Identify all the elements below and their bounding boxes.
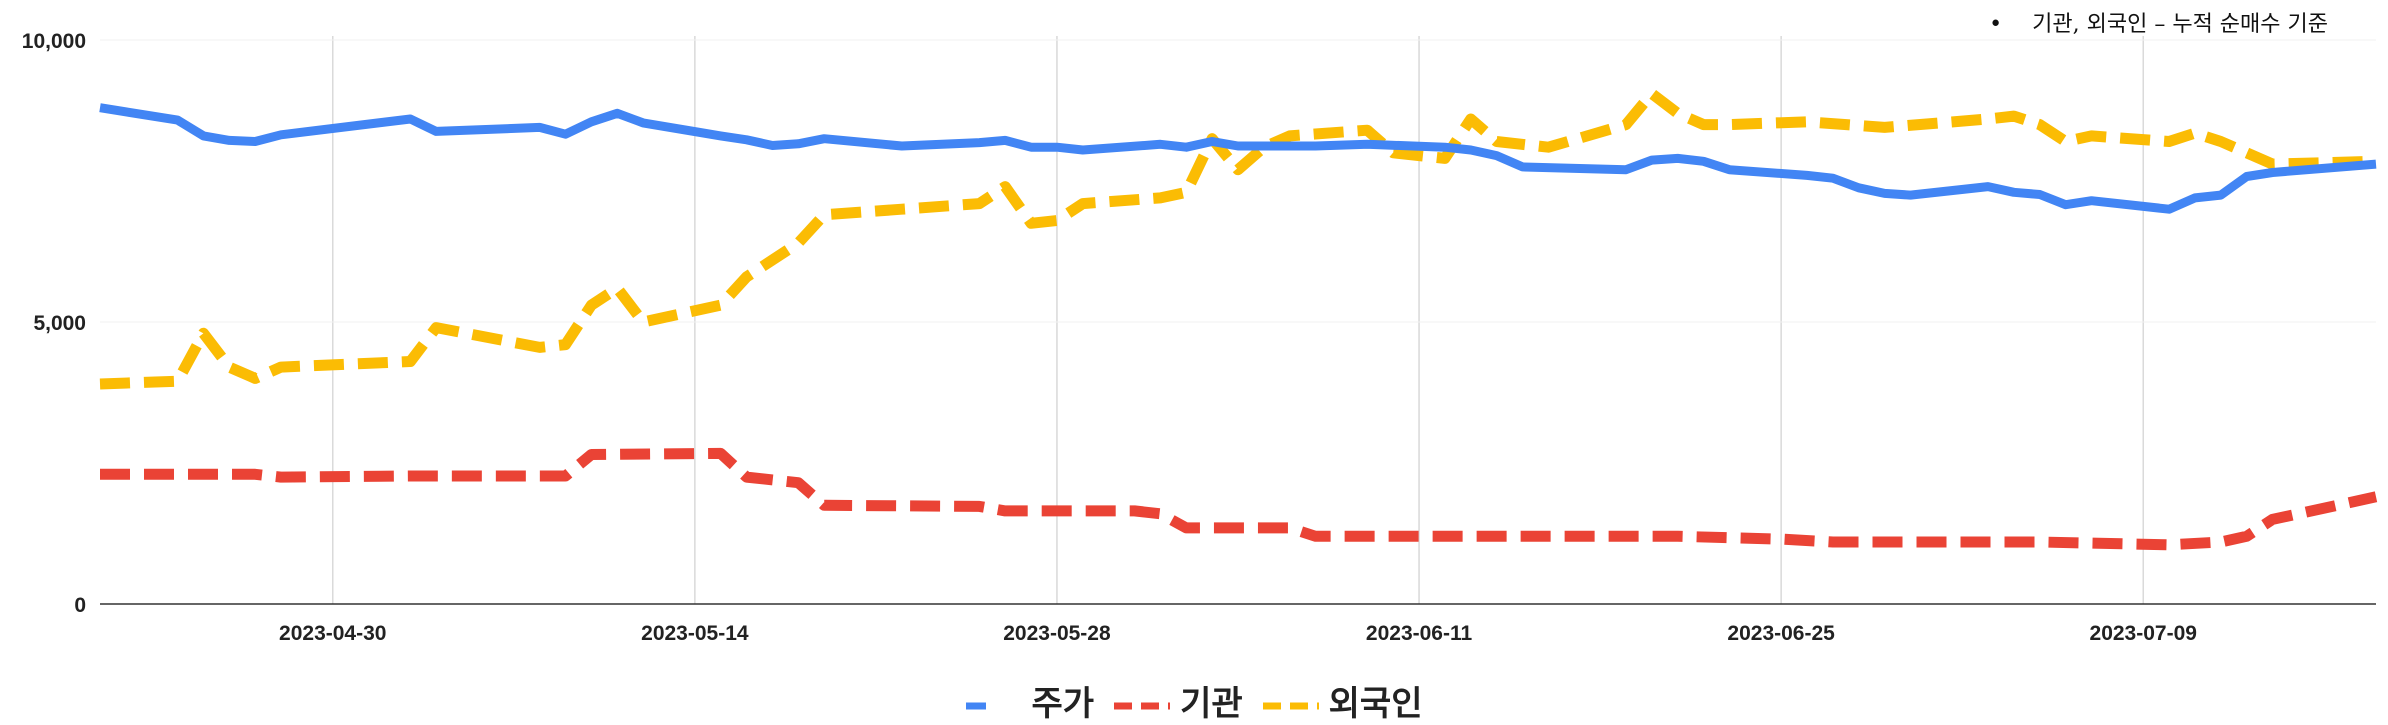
y-tick-label: 0 bbox=[74, 594, 86, 617]
legend-item: 주가 bbox=[965, 676, 1095, 725]
y-tick-label: 5,000 bbox=[33, 312, 86, 335]
chart-note-text: 기관, 외국인 – 누적 순매수 기준 bbox=[2032, 12, 2328, 37]
chart-legend: 주가 기관 외국인 bbox=[0, 676, 2388, 725]
chart-note: • 기관, 외국인 – 누적 순매수 기준 bbox=[1989, 6, 2328, 38]
x-tick-label: 2023-05-14 bbox=[641, 622, 749, 645]
series-line-주가 bbox=[99, 103, 2377, 214]
series-line-외국인 bbox=[99, 88, 2377, 390]
x-tick-label: 2023-07-09 bbox=[2090, 622, 2197, 645]
legend-item: 기관 bbox=[1114, 676, 1243, 725]
legend-label: 주가 bbox=[1031, 684, 1095, 724]
y-tick-label: 10,000 bbox=[22, 30, 86, 53]
legend-swatch bbox=[1262, 702, 1319, 709]
legend-swatch bbox=[1114, 702, 1171, 709]
x-tick-label: 2023-04-30 bbox=[279, 622, 386, 645]
x-tick-label: 2023-06-25 bbox=[1727, 622, 1835, 645]
gridlines bbox=[100, 36, 2376, 604]
series-line-기관 bbox=[100, 447, 2378, 551]
x-tick-label: 2023-06-11 bbox=[1366, 622, 1473, 645]
legend-label: 외국인 bbox=[1328, 684, 1423, 724]
legend-item: 외국인 bbox=[1262, 676, 1423, 725]
y-axis-tick-labels: 0 5,000 10,000 bbox=[22, 30, 86, 617]
series-lines bbox=[99, 88, 2378, 551]
x-axis-tick-labels: 2023-04-30 2023-05-14 2023-05-28 2023-06-11… bbox=[279, 622, 2197, 645]
x-tick-label: 2023-05-28 bbox=[1003, 622, 1111, 645]
bullet-icon: • bbox=[1989, 12, 2003, 37]
legend-swatch bbox=[965, 702, 1022, 709]
legend-label: 기관 bbox=[1180, 684, 1243, 724]
